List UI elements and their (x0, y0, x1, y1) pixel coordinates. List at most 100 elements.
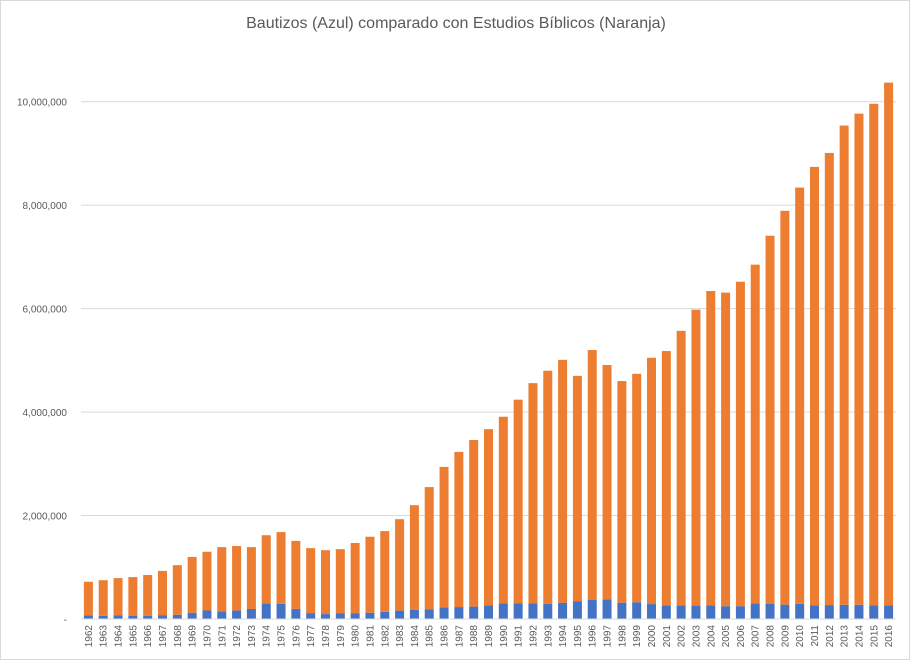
bar-estudios-2012 (824, 152, 834, 606)
x-tick-label: 1980 (351, 625, 362, 648)
bar-estudios-1976 (291, 540, 301, 609)
bar-estudios-1992 (528, 383, 538, 604)
bar-bautizos-1988 (469, 606, 479, 619)
bar-bautizos-1973 (246, 608, 256, 619)
bar-bautizos-2009 (780, 604, 790, 619)
chart-title: Bautizos (Azul) comparado con Estudios B… (246, 15, 666, 32)
bar-bautizos-1969 (187, 612, 197, 619)
bar-estudios-2011 (810, 166, 819, 606)
x-tick-label: 1969 (188, 625, 199, 648)
bar-bautizos-2014 (854, 604, 864, 619)
bar-estudios-1974 (261, 535, 271, 604)
bar-estudios-1991 (513, 399, 523, 604)
bar-bautizos-2007 (750, 603, 760, 619)
x-tick-label: 2002 (677, 625, 688, 648)
x-tick-label: 1998 (617, 625, 628, 648)
x-tick-label: 2001 (662, 625, 673, 648)
x-tick-label: 2004 (706, 625, 717, 648)
bar-estudios-1969 (187, 556, 197, 613)
x-tick-label: 2007 (751, 625, 762, 648)
y-tick-label: 10,000,000 (17, 98, 67, 109)
bar-bautizos-1997 (602, 599, 612, 619)
bar-bautizos-2006 (735, 606, 745, 619)
bar-estudios-1995 (572, 375, 582, 602)
x-tick-label: 1999 (632, 625, 643, 648)
bar-estudios-2010 (795, 187, 805, 604)
bar-estudios-2002 (676, 330, 686, 606)
x-tick-label: 2006 (736, 625, 747, 648)
bar-estudios-2001 (661, 351, 671, 606)
x-tick-label: 1974 (262, 625, 273, 648)
bar-estudios-1979 (335, 549, 345, 614)
bar-estudios-1970 (202, 551, 212, 611)
bar-estudios-1985 (424, 487, 434, 610)
bar-bautizos-1971 (217, 611, 227, 619)
x-tick-label: 1978 (321, 625, 332, 648)
x-tick-label: 1976 (291, 625, 302, 648)
x-tick-label: 2011 (810, 625, 821, 647)
x-tick-label: 1982 (380, 625, 391, 648)
bar-estudios-1996 (587, 350, 597, 601)
bar-estudios-2016 (884, 82, 894, 606)
bar-estudios-1965 (128, 577, 138, 616)
bar-estudios-1990 (498, 416, 508, 604)
bar-bautizos-1962 (83, 615, 93, 619)
x-tick-label: 2010 (795, 625, 806, 648)
x-tick-label: 1973 (247, 625, 258, 648)
bar-bautizos-2002 (676, 605, 686, 619)
bar-bautizos-2015 (869, 605, 879, 619)
x-tick-label: 2015 (869, 625, 880, 648)
bar-bautizos-1985 (424, 609, 434, 619)
bar-bautizos-1967 (158, 615, 167, 619)
bar-bautizos-1972 (232, 610, 242, 619)
bar-bautizos-1964 (113, 615, 123, 619)
x-tick-label: 1979 (336, 625, 347, 648)
bar-bautizos-2012 (824, 605, 834, 619)
bar-estudios-2013 (839, 125, 849, 605)
bar-bautizos-2010 (795, 603, 805, 619)
x-tick-label: 2012 (825, 625, 836, 648)
bar-bautizos-1979 (335, 613, 345, 619)
bar-bautizos-1975 (276, 603, 286, 619)
bar-bautizos-1991 (513, 603, 523, 619)
bar-bautizos-1978 (321, 614, 330, 619)
bar-estudios-1987 (454, 451, 464, 608)
bar-estudios-1980 (350, 542, 360, 614)
x-tick-label: 1993 (543, 625, 554, 648)
x-tick-label: 1984 (410, 625, 421, 648)
bar-estudios-1964 (113, 578, 123, 616)
bar-bautizos-1998 (617, 602, 627, 619)
bar-estudios-1963 (98, 580, 108, 616)
x-tick-label: 1972 (232, 625, 243, 648)
bar-estudios-1971 (217, 547, 227, 612)
x-tick-label: 2003 (691, 625, 702, 648)
x-tick-label: 1962 (84, 625, 95, 648)
bar-bautizos-1968 (172, 614, 182, 619)
bar-bautizos-2001 (661, 605, 671, 619)
bar-bautizos-1989 (484, 605, 493, 619)
x-tick-label: 2016 (884, 625, 895, 648)
bar-bautizos-1963 (98, 615, 108, 619)
bar-estudios-1993 (543, 370, 553, 604)
bar-bautizos-1994 (558, 602, 568, 619)
x-tick-label: 1970 (202, 625, 213, 648)
bars (83, 82, 894, 619)
bar-estudios-1962 (83, 581, 93, 616)
x-tick-label: 1986 (440, 625, 451, 648)
bar-estudios-1978 (321, 550, 330, 615)
bar-estudios-2004 (706, 291, 716, 606)
bar-estudios-2007 (750, 264, 760, 604)
y-tick-label: - (64, 615, 67, 626)
bar-bautizos-1992 (528, 603, 538, 619)
x-tick-label: 1983 (395, 625, 406, 648)
x-tick-label: 2009 (780, 625, 791, 648)
x-tick-label: 1989 (484, 625, 495, 648)
bar-bautizos-2011 (810, 605, 819, 619)
bar-bautizos-1981 (365, 612, 375, 619)
x-tick-label: 2008 (766, 625, 777, 648)
y-axis: - 2,000,000 4,000,000 6,000,000 8,000,000 10,… (17, 98, 67, 626)
bar-bautizos-2008 (765, 604, 775, 619)
bar-estudios-2006 (735, 281, 745, 607)
x-tick-label: 2000 (647, 625, 658, 648)
